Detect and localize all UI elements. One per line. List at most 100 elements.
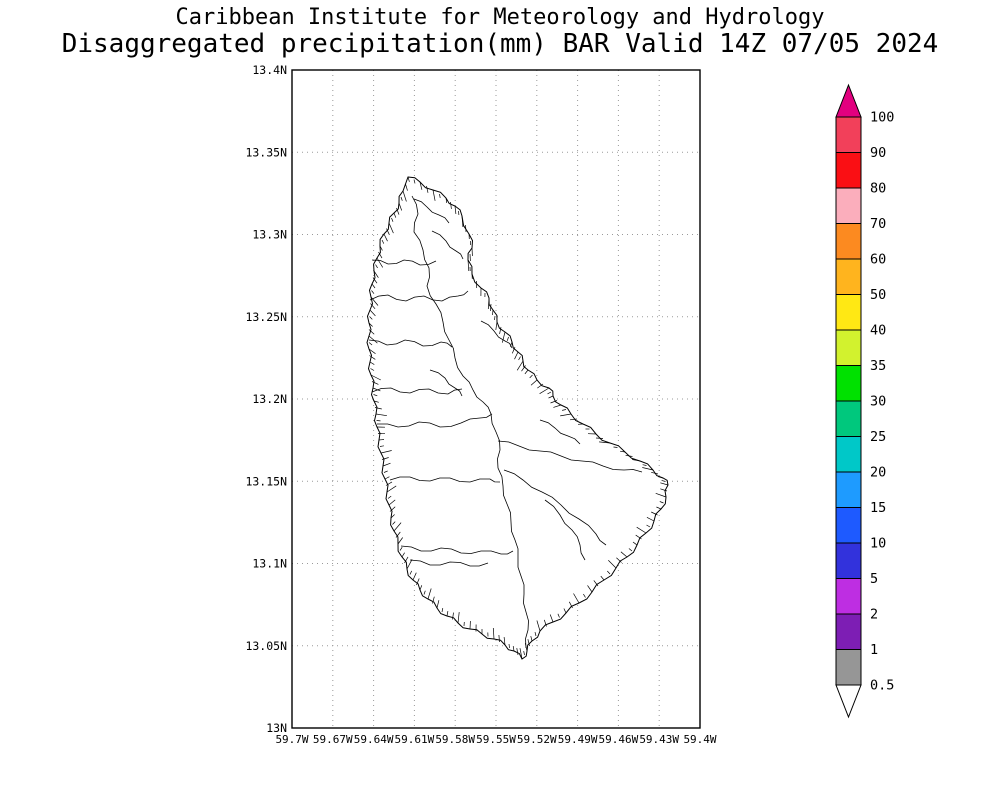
watershed-tick	[516, 360, 524, 371]
watershed-tick	[457, 612, 460, 624]
watershed-tick	[370, 303, 376, 310]
watershed-tick	[501, 331, 506, 343]
watershed-tick	[492, 627, 495, 640]
watershed-tick	[523, 651, 525, 656]
watershed-tick	[524, 369, 529, 375]
watershed-boundary-line	[371, 259, 437, 266]
precipitation-colorbar	[835, 83, 862, 719]
watershed-tick	[583, 593, 586, 598]
watershed-tick	[373, 270, 379, 278]
watershed-tick	[375, 264, 378, 269]
watershed-tick	[527, 639, 530, 647]
colorbar-band	[835, 400, 862, 437]
watershed-tick	[407, 176, 410, 182]
watershed-tick	[632, 541, 638, 546]
colorbar-tick-label: 60	[870, 252, 886, 268]
watershed-tick	[369, 316, 373, 320]
watershed-tick	[503, 637, 506, 646]
watershed-tick	[569, 418, 578, 421]
watershed-tick	[416, 578, 420, 586]
plot-frame	[291, 69, 701, 729]
watershed-tick	[368, 329, 375, 335]
watershed-tick	[393, 212, 397, 218]
lat-tick-label: 13.25N	[245, 310, 287, 324]
watershed-tick	[439, 193, 441, 198]
watershed-tick	[568, 601, 573, 609]
watershed-tick	[625, 454, 633, 457]
colorbar-tick-label: 100	[870, 110, 894, 126]
lon-tick-label: 59.58W	[435, 733, 475, 746]
colorbar-band	[835, 507, 862, 544]
watershed-tick	[642, 467, 654, 471]
watershed-tick	[368, 322, 373, 327]
watershed-tick	[432, 596, 435, 604]
watershed-tick	[376, 257, 383, 268]
watershed-tick	[370, 296, 379, 306]
watershed-tick	[380, 450, 392, 454]
watershed-tick	[389, 506, 396, 512]
watershed-tick	[600, 575, 605, 581]
watershed-tick	[529, 374, 533, 379]
watershed-tick	[409, 570, 413, 575]
watershed-tick	[656, 506, 662, 510]
watershed-tick	[487, 297, 490, 310]
lat-tick-label: 13.3N	[252, 228, 287, 242]
colorbar-tick-label: 30	[870, 394, 886, 410]
watershed-tick	[593, 580, 599, 587]
watershed-tick	[659, 501, 664, 504]
colorbar-below-min-arrow	[835, 684, 862, 719]
watershed-tick	[658, 476, 664, 479]
lat-tick-label: 13.1N	[252, 557, 287, 571]
colorbar-band	[835, 187, 862, 224]
lat-tick-label: 13.2N	[252, 392, 287, 406]
lon-tick-label: 59.4W	[683, 733, 716, 746]
colorbar-band	[835, 436, 862, 473]
watershed-tick	[373, 400, 379, 403]
watershed-tick	[386, 228, 390, 235]
watershed-tick	[441, 608, 444, 613]
watershed-tick	[499, 326, 502, 334]
watershed-tick	[518, 356, 521, 361]
colorbar-tick-label: 25	[870, 429, 886, 445]
watershed-tick	[383, 470, 388, 473]
watershed-tick	[534, 632, 537, 637]
watershed-tick	[391, 217, 394, 222]
lon-tick-label: 59.7W	[275, 733, 308, 746]
watershed-tick	[511, 346, 516, 354]
watershed-tick	[563, 608, 567, 614]
lon-tick-label: 59.55W	[476, 733, 516, 746]
watershed-boundary-line	[429, 369, 463, 397]
watershed-tick	[369, 309, 376, 317]
watershed-tick	[492, 309, 494, 316]
lon-tick-label: 59.43W	[639, 733, 679, 746]
watershed-tick	[396, 207, 400, 215]
lat-tick-label: 13.05N	[245, 639, 287, 653]
colorbar-band	[835, 223, 862, 260]
watershed-tick	[371, 381, 379, 385]
colorbar-tick-label: 90	[870, 145, 886, 161]
watershed-tick	[461, 215, 464, 228]
watershed-boundary-line	[369, 290, 469, 302]
watershed-tick	[519, 648, 523, 660]
interior-watershed-boundaries	[368, 195, 643, 649]
watershed-tick	[465, 224, 467, 233]
watershed-tick	[383, 233, 388, 242]
watershed-tick	[613, 446, 618, 448]
lat-tick-label: 13.4N	[252, 63, 287, 77]
watershed-boundary-line	[544, 499, 586, 561]
island-group	[366, 176, 669, 660]
lon-tick-label: 59.61W	[395, 733, 435, 746]
watershed-tick	[388, 222, 394, 234]
lon-tick-label: 59.64W	[354, 733, 394, 746]
lat-tick-label: 13.35N	[245, 145, 287, 159]
watershed-tick	[498, 634, 500, 643]
watershed-tick	[400, 196, 403, 201]
lon-tick-label: 59.52W	[517, 733, 557, 746]
colorbar-tick-label: 20	[870, 465, 886, 481]
colorbar-tick-label: 80	[870, 181, 886, 197]
watershed-boundary-line	[480, 320, 513, 349]
watershed-tick	[549, 614, 554, 623]
watershed-boundary-line	[497, 440, 643, 473]
watershed-tick	[370, 374, 381, 381]
